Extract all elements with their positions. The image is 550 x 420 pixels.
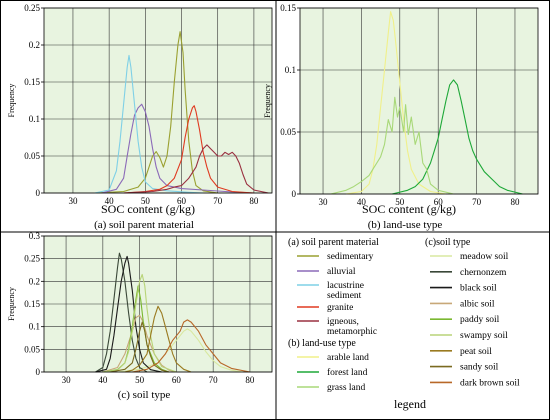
- x-tick-label: 60: [172, 375, 182, 385]
- y-tick-label: 0.2: [29, 40, 40, 50]
- legend-item-label: lacustrine: [327, 281, 364, 291]
- series-line-sandy-soil: [110, 321, 170, 373]
- legend-item-label: sandy soil: [460, 363, 499, 373]
- legend-heading-c: (c)soil type: [425, 237, 471, 248]
- x-axis-label: SOC content (g/kg): [362, 202, 456, 216]
- panel-caption: (a) soil parent material: [94, 219, 194, 231]
- x-tick-label: 80: [510, 197, 520, 207]
- x-tick-label: 70: [213, 196, 223, 206]
- legend-item-label: sedimentary: [327, 252, 374, 262]
- plot-border: [299, 7, 539, 195]
- legend-item-label: albic soil: [460, 299, 495, 309]
- legend-item-label: arable land: [327, 353, 369, 363]
- y-tick-label: 0.15: [24, 299, 40, 309]
- y-tick-label: 0.05: [24, 344, 40, 354]
- panel-caption: (b) land-use type: [368, 219, 443, 231]
- legend-item-label: black soil: [460, 284, 497, 294]
- y-tick-label: 0.05: [24, 151, 40, 161]
- legend-item-label: swampy soil: [460, 331, 508, 341]
- chart-panel-c: 30 40 50 60 70 80 0 0.05 0.1 0.15 0.2 0.25 0.3 Freque…: [7, 231, 273, 401]
- series-line-black-soil: [95, 255, 162, 373]
- y-tick-label: 0.2: [29, 276, 40, 286]
- legend-item-label: dark brown soil: [460, 378, 520, 388]
- series-line-peat-soil: [124, 305, 192, 373]
- x-tick-label: 30: [319, 197, 329, 207]
- series-line-swampy-soil: [102, 273, 177, 373]
- legend-item-label: igneous,: [327, 317, 359, 327]
- y-tick-label: 0.25: [24, 3, 40, 13]
- series-line-dark-brown-soil: [132, 319, 251, 373]
- x-tick-label: 60: [434, 197, 444, 207]
- legend-item-label: forest land: [327, 367, 368, 378]
- legend-title: legend: [394, 397, 426, 411]
- x-tick-label: 50: [395, 197, 405, 207]
- panel-caption: (c) soil type: [118, 389, 171, 401]
- series-line-grass-land: [330, 96, 454, 195]
- legend-item-label: meadow soil: [460, 252, 509, 262]
- series-line-alluvial: [101, 103, 254, 194]
- legend-item-label: chernonzem: [460, 268, 507, 278]
- y-tick-label: 0: [36, 188, 41, 198]
- legend-heading-b: (b) land-use type: [288, 338, 356, 349]
- x-tick-label: 80: [249, 196, 259, 206]
- legend-item-label: peat soil: [460, 347, 492, 357]
- y-tick-label: 0.3: [29, 231, 41, 241]
- x-tick-label: 70: [209, 375, 219, 385]
- x-tick-label: 80: [245, 375, 255, 385]
- legend-item-label: alluvial: [327, 267, 356, 277]
- series-line-chernonzem: [95, 252, 148, 373]
- plot-background: [44, 8, 272, 193]
- legend-item-label: sediment: [327, 291, 362, 301]
- y-tick-label: 0.25: [24, 254, 40, 264]
- legend-item-label: metamorphic: [327, 327, 377, 337]
- x-tick-label: 40: [98, 375, 108, 385]
- series-line-sedimentary: [94, 31, 218, 194]
- series-line-granite: [123, 105, 254, 194]
- series-line-igneous-metamorphic: [123, 144, 269, 194]
- x-tick-label: 30: [68, 196, 78, 206]
- x-tick-label: 30: [62, 375, 72, 385]
- legend-item-label: paddy soil: [460, 315, 500, 325]
- plot-border: [43, 7, 273, 194]
- y-tick-label: 0.1: [29, 114, 40, 124]
- y-tick-label: 0.15: [280, 3, 296, 13]
- chart-panel-a: 30 40 50 60 70 80 0 0.05 0.1 0.15 0.2 0.25 Frequency…: [7, 3, 273, 231]
- x-tick-label: 50: [141, 196, 151, 206]
- y-axis-label: Frequency: [263, 84, 272, 118]
- legend-item-label: granite: [327, 303, 353, 313]
- x-tick-label: 50: [135, 375, 145, 385]
- legend-item-label: grass land: [327, 383, 366, 393]
- y-tick-label: 0.1: [29, 322, 40, 332]
- x-tick-label: 40: [357, 197, 367, 207]
- chart-panel-b: 30 40 50 60 70 80 0 0.05 0.1 0.15 Frequency SOC con…: [263, 3, 539, 231]
- series-line-albic-soil: [102, 314, 177, 373]
- plot-background: [300, 8, 538, 194]
- y-tick-label: 0: [36, 367, 41, 377]
- series-line-arable-land: [346, 11, 446, 195]
- y-tick-label: 0.15: [24, 77, 40, 87]
- x-tick-label: 70: [472, 197, 482, 207]
- y-axis-label: Frequency: [7, 84, 16, 118]
- x-tick-label: 60: [177, 196, 187, 206]
- y-axis-label: Frequency: [7, 287, 16, 321]
- y-tick-label: 0.1: [285, 65, 296, 75]
- x-tick-label: 40: [105, 196, 115, 206]
- legend-heading-a: (a) soil parent material: [288, 237, 379, 248]
- y-tick-label: 0.05: [280, 127, 296, 137]
- y-tick-label: 0: [292, 189, 297, 199]
- legend-panel: (a) soil parent material sedimentary alluv…: [288, 237, 520, 411]
- x-axis-label: SOC content (g/kg): [101, 202, 195, 216]
